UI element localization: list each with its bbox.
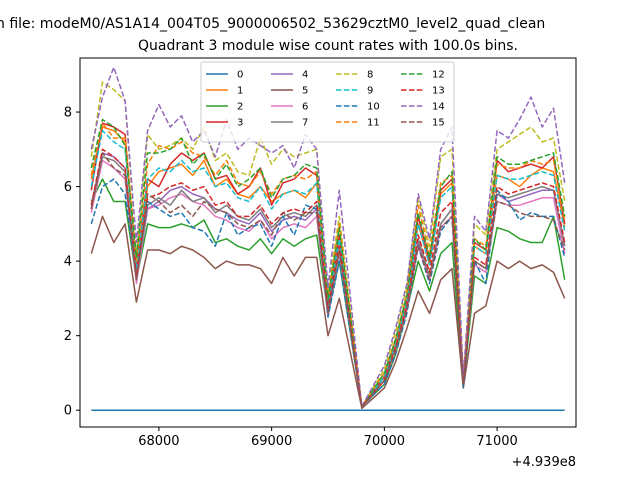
x-tick-label: 68000 [138, 434, 179, 449]
legend-label-14: 14 [432, 102, 445, 113]
y-tick-label: 0 [64, 404, 72, 419]
series-line-2 [90, 178, 566, 408]
series-line-13 [90, 148, 566, 408]
y-tick-label: 4 [64, 255, 72, 270]
x-offset-label: +4.939e8 [512, 455, 576, 470]
legend-label-0: 0 [237, 70, 243, 81]
legend-label-7: 7 [302, 118, 308, 129]
legend-label-13: 13 [432, 86, 445, 97]
legend-label-1: 1 [237, 86, 243, 97]
y-tick-label: 8 [64, 106, 72, 121]
series-line-12 [90, 118, 566, 408]
legend-label-12: 12 [432, 70, 445, 81]
legend-label-10: 10 [367, 102, 380, 113]
x-tick-label: 70000 [364, 434, 405, 449]
legend-label-8: 8 [367, 70, 373, 81]
x-tick-label: 71000 [476, 434, 517, 449]
legend-label-11: 11 [367, 118, 380, 129]
plot-border [79, 57, 577, 428]
legend-label-4: 4 [302, 70, 308, 81]
legend-label-5: 5 [302, 86, 308, 97]
legend-label-2: 2 [237, 102, 243, 113]
page-title: n file: modeM0/AS1A14_004T05_9000006502_… [0, 16, 545, 32]
series-line-10 [90, 178, 566, 408]
legend-label-6: 6 [302, 102, 308, 113]
series-layer [90, 66, 566, 411]
legend-label-9: 9 [367, 86, 373, 97]
legend-label-3: 3 [237, 118, 243, 129]
chart-title: Quadrant 3 module wise count rates with … [138, 38, 518, 54]
series-line-15 [90, 152, 566, 408]
x-tick-label: 69000 [251, 434, 292, 449]
y-tick-label: 2 [64, 329, 72, 344]
legend-box [200, 61, 455, 143]
series-line-5 [90, 215, 566, 410]
series-line-14 [90, 66, 566, 408]
series-line-9 [90, 129, 566, 408]
axis-layer: 68000 69000 70000 71000 0 2 4 6 8 [64, 106, 518, 449]
y-tick-label: 6 [64, 180, 72, 195]
legend-label-15: 15 [432, 118, 445, 129]
